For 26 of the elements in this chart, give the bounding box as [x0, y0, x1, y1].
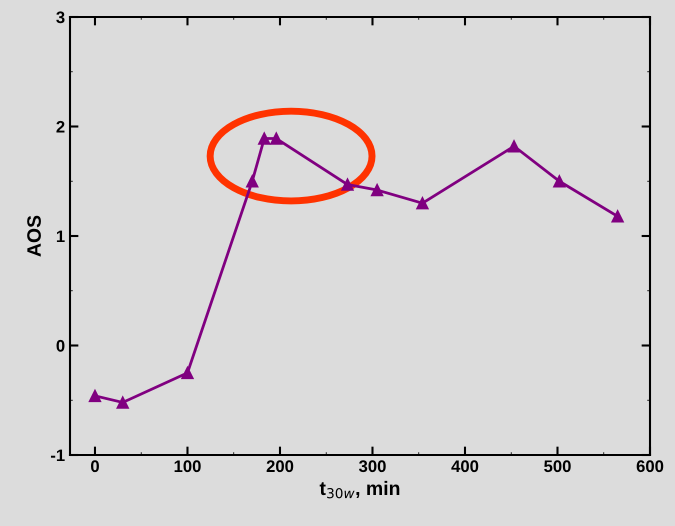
y-tick-label: -1 [50, 450, 65, 462]
point [116, 396, 129, 409]
y-axis-title: AOS [27, 216, 41, 257]
point [508, 140, 520, 152]
point [258, 132, 271, 145]
point [246, 175, 258, 188]
x-tick-label: 200 [266, 460, 294, 472]
y-tick-label: 1 [56, 230, 65, 242]
point [181, 366, 194, 380]
x-tick-label: 400 [451, 460, 478, 472]
x-axis-title: t$_{30w}$, min [320, 480, 400, 498]
x-tick-label: 500 [544, 460, 571, 472]
y-tick-label: 0 [56, 340, 64, 352]
y-tick-label: 3 [56, 11, 65, 24]
point [370, 184, 384, 196]
point [611, 210, 624, 223]
x-tick-label: 0 [91, 460, 99, 472]
x-tick-label: 100 [174, 460, 201, 472]
point [88, 390, 102, 402]
x-tick-label: 300 [358, 460, 386, 472]
x-tick-label: 600 [636, 460, 664, 472]
point [270, 132, 283, 145]
point [341, 178, 354, 191]
point [416, 196, 429, 210]
point [553, 175, 566, 188]
y-tick-label: 2 [56, 120, 64, 133]
